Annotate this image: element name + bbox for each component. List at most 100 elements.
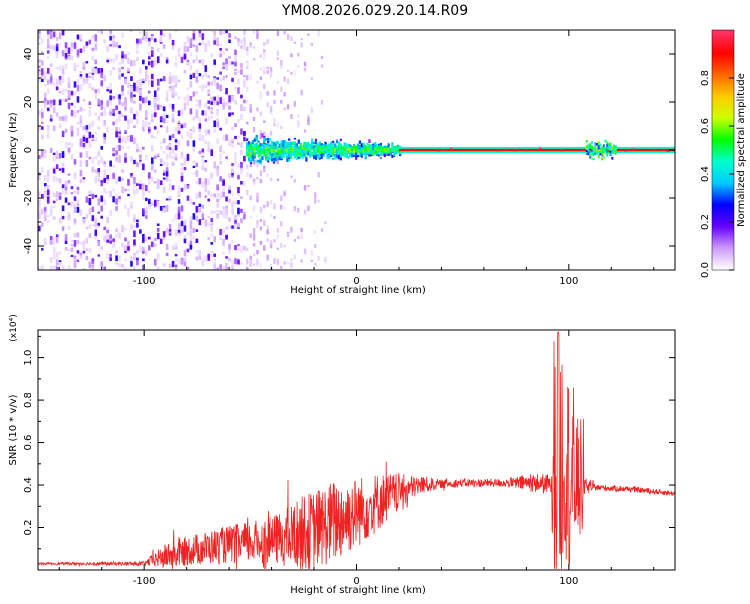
spectrogram-cell bbox=[272, 149, 276, 152]
spectrogram-cell bbox=[286, 232, 290, 236]
spectrogram-cell bbox=[276, 145, 279, 150]
spectrogram-cell bbox=[335, 139, 339, 144]
spectrogram-cell bbox=[263, 65, 266, 71]
spectrogram-cell bbox=[147, 90, 151, 94]
spectrogram-cell bbox=[282, 140, 285, 143]
spectrogram-cell bbox=[115, 150, 118, 156]
spectrogram-cell bbox=[171, 161, 175, 165]
spectrogram-cell bbox=[156, 178, 160, 185]
spectrogram-cell bbox=[76, 121, 80, 125]
spectrogram-cell bbox=[136, 80, 139, 86]
spectrogram-cell bbox=[283, 191, 286, 197]
spectrogram-cell bbox=[85, 61, 89, 64]
spectrogram-cell bbox=[55, 195, 59, 200]
spectrogram-cell bbox=[97, 178, 101, 182]
spectrogram-cell bbox=[174, 126, 178, 133]
spectrogram-cell bbox=[94, 43, 98, 51]
colorbar-frame bbox=[711, 29, 735, 271]
spectrogram-cell bbox=[55, 259, 59, 266]
spectrogram-cell bbox=[127, 90, 130, 93]
spectrogram-cell bbox=[590, 149, 593, 153]
spectrogram-cell bbox=[366, 146, 369, 151]
spectrogram-cell bbox=[147, 75, 151, 78]
spectrogram-cell bbox=[320, 153, 323, 157]
spectrogram-cell bbox=[259, 54, 263, 58]
spectrogram-cell bbox=[38, 191, 41, 196]
spectrogram-cell bbox=[67, 102, 71, 110]
spectrogram-cell bbox=[159, 141, 163, 144]
spectrogram-cell bbox=[195, 45, 199, 53]
spectrogram-cell bbox=[52, 168, 56, 174]
spectrogram-cell bbox=[189, 95, 193, 101]
spectrogram-cell bbox=[142, 126, 145, 132]
spectrogram-cell bbox=[207, 40, 211, 47]
spectrogram-cell bbox=[40, 77, 44, 82]
spectrogram-cell bbox=[180, 225, 184, 231]
spectrogram-cell bbox=[395, 146, 398, 150]
spectrogram-cell bbox=[231, 264, 234, 269]
spectrogram-cell bbox=[109, 82, 112, 90]
colorbar-segment bbox=[712, 212, 734, 215]
spectrogram-cell bbox=[180, 56, 184, 63]
spectrogram-cell bbox=[118, 155, 121, 161]
spectrogram-cell bbox=[284, 140, 287, 143]
spectrogram-cell bbox=[560, 149, 563, 152]
spectrogram-cell bbox=[168, 33, 172, 40]
colorbar-segment bbox=[712, 162, 734, 165]
spectrogram-cell bbox=[251, 150, 255, 155]
spectrogram-cell bbox=[280, 140, 283, 145]
spectrogram-cell bbox=[339, 155, 342, 161]
spectrogram-cell bbox=[301, 144, 304, 150]
spectrogram-cell bbox=[162, 177, 166, 180]
spectrogram-cell bbox=[130, 86, 133, 93]
spectrogram-cell bbox=[40, 248, 44, 251]
spectrogram-cell bbox=[222, 30, 225, 35]
spectrogram-cell bbox=[142, 81, 145, 84]
spectrogram-cell bbox=[70, 239, 74, 243]
spectrogram-cell bbox=[314, 262, 317, 267]
spectrogram-cell bbox=[177, 259, 181, 265]
spectrogram-cell bbox=[266, 70, 269, 75]
spectrogram-cell bbox=[265, 138, 268, 141]
spectrogram-cell bbox=[280, 125, 283, 130]
spectrogram-cell bbox=[94, 234, 98, 240]
spectrogram-cell bbox=[115, 233, 118, 238]
spectrogram-cell bbox=[64, 240, 68, 245]
colorbar-segment bbox=[712, 134, 734, 137]
spectrogram-cell bbox=[109, 36, 112, 41]
spectrogram-cell bbox=[252, 58, 256, 61]
spectrogram-cell bbox=[249, 233, 252, 239]
spectrogram-cell bbox=[222, 265, 225, 270]
colorbar-segment bbox=[712, 254, 734, 257]
spectrogram-cell bbox=[43, 104, 47, 108]
spectrogram-cell bbox=[276, 227, 280, 233]
spectrogram-cell bbox=[139, 89, 142, 97]
spectrogram-cell bbox=[243, 79, 246, 83]
spectrogram-cell bbox=[109, 257, 112, 262]
spectrogram-cell bbox=[240, 104, 243, 112]
colorbar-segment bbox=[712, 126, 734, 129]
spectrogram-cell bbox=[222, 229, 225, 234]
spectrogram-cell bbox=[130, 90, 133, 96]
spectrogram-cell bbox=[88, 83, 92, 89]
spectrogram-cell bbox=[291, 151, 295, 155]
spectrogram-cell bbox=[283, 206, 286, 211]
spectrogram-cell bbox=[237, 248, 240, 251]
spectrogram-cell bbox=[124, 102, 127, 108]
spectrogram-cell bbox=[103, 39, 106, 44]
spectrogram-cell bbox=[370, 148, 373, 153]
spectrogram-cell bbox=[210, 172, 214, 179]
spectrogram-cell bbox=[156, 228, 160, 232]
spectrogram-cell bbox=[297, 149, 300, 153]
spectrogram-cell bbox=[40, 208, 44, 215]
spectrogram-cell bbox=[345, 146, 348, 150]
spectrogram-cell bbox=[171, 218, 175, 222]
spectrogram-cell bbox=[364, 156, 367, 160]
colorbar-segment bbox=[712, 140, 734, 143]
spectrogram-cell bbox=[385, 152, 388, 156]
spectrogram-cell bbox=[165, 204, 169, 212]
spectrogram-cell bbox=[265, 157, 268, 161]
spectrogram-cell bbox=[345, 148, 348, 151]
spectrogram-cell bbox=[186, 61, 190, 65]
spectrogram-cell bbox=[76, 79, 80, 84]
